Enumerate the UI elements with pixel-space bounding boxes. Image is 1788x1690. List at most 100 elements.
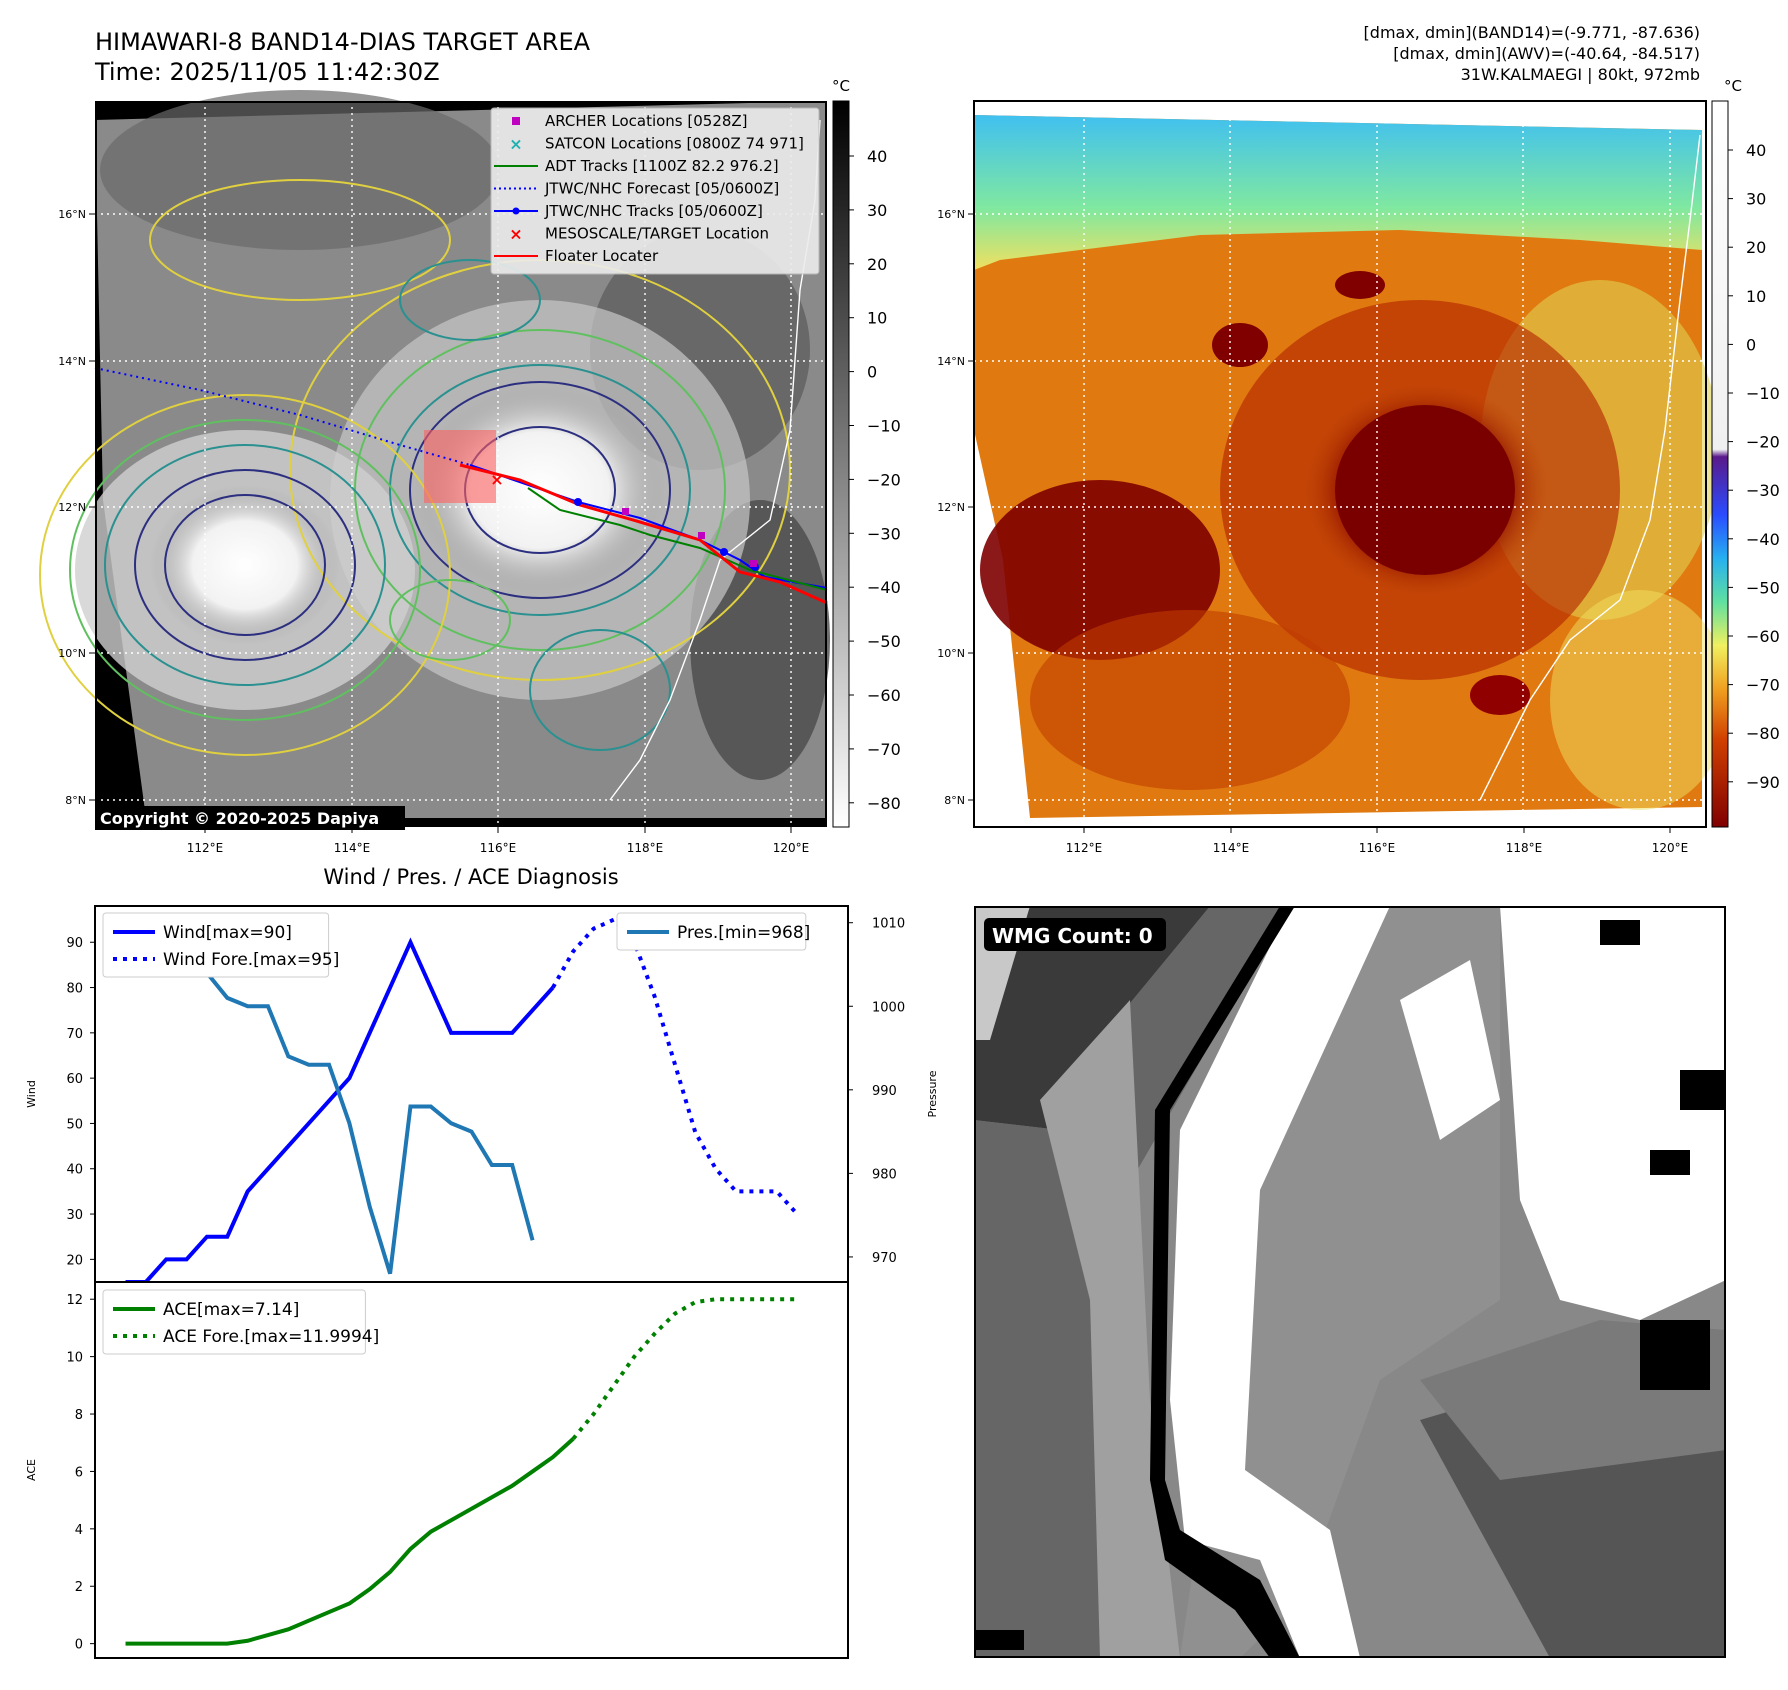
map-legend-label: MESOSCALE/TARGET Location	[545, 225, 769, 243]
colorbar-tick-label: 0	[1746, 335, 1756, 354]
adt-track	[527, 487, 828, 591]
map-legend-label: JTWC/NHC Forecast [05/0600Z]	[544, 180, 779, 198]
jtwc-track-point	[720, 548, 728, 556]
archer-location	[698, 532, 705, 539]
y-tick-label: 12	[66, 1293, 83, 1308]
map-legend: ARCHER Locations [0528Z] × SATCON Location…	[490, 107, 820, 275]
storm-info: 31W.KALMAEGI | 80kt, 972mb	[1461, 65, 1700, 84]
legend-marker-dot	[512, 207, 520, 215]
chart-legend-label: ACE Fore.[max=11.9994]	[163, 1327, 379, 1347]
y-tick-label: 2	[75, 1580, 83, 1595]
y-tick-label: 0	[75, 1638, 83, 1653]
y2-tick-label: 970	[872, 1251, 897, 1266]
lon-tick-label: 112°E	[1066, 841, 1103, 855]
chart-legend-label: Wind Fore.[max=95]	[163, 950, 339, 970]
lat-tick-label: 16°N	[58, 208, 86, 221]
lon-tick-label: 114°E	[334, 841, 371, 855]
map-legend-label: ARCHER Locations [0528Z]	[545, 112, 748, 130]
colorbar-tick-label: 20	[1746, 238, 1766, 257]
colorbar-tick-label: −70	[867, 740, 901, 759]
colorbar-tick-label: −10	[1746, 384, 1780, 403]
ir-colorbar-unit: °C	[832, 77, 850, 95]
series-line	[125, 1437, 575, 1646]
map-legend-item: ARCHER Locations [0528Z]	[512, 112, 748, 130]
y-tick-label: 40	[66, 1163, 83, 1178]
colorbar-tick-label: 30	[1746, 190, 1766, 209]
map-legend-item: × SATCON Locations [0800Z 74 971]	[509, 135, 804, 154]
lat-tick-label: 8°N	[944, 794, 965, 807]
wmg-eyewall-band	[1170, 906, 1390, 1658]
chart-legend-label: ACE[max=7.14]	[163, 1300, 299, 1320]
dmax-band14: [dmax, dmin](BAND14)=(-9.771, -87.636)	[1364, 23, 1700, 42]
colorbar-tick-label: −50	[1746, 578, 1780, 597]
lon-tick-label: 114°E	[1213, 841, 1250, 855]
lat-tick-label: 10°N	[937, 647, 965, 660]
legend-marker: ×	[509, 225, 522, 244]
lon-tick-label: 112°E	[187, 841, 224, 855]
wmg-panel: WMG Count: 0	[974, 906, 1726, 1658]
colorbar-tick-label: 40	[1746, 141, 1766, 160]
colorbar-tick-label: −20	[867, 470, 901, 489]
y-tick-label: 8	[75, 1408, 83, 1423]
archer-location	[750, 560, 757, 567]
colorbar-tick-label: −20	[1746, 433, 1780, 452]
lat-tick-label: 8°N	[65, 794, 86, 807]
lon-tick-label: 120°E	[1652, 841, 1689, 855]
y2-tick-label: 990	[872, 1084, 897, 1099]
colorbar-tick-label: −60	[1746, 627, 1780, 646]
series-line	[551, 917, 799, 1216]
lon-tick-label: 116°E	[480, 841, 517, 855]
wmg-count-label: WMG Count: 0	[992, 924, 1153, 948]
y-axis-label: ACE	[25, 1459, 38, 1481]
y-tick-label: 60	[66, 1072, 83, 1087]
map-legend-label: Floater Locater	[545, 247, 659, 265]
y2-tick-label: 1000	[872, 1000, 905, 1015]
color-colorbar: °C 40 30 20 10 0 −10 −20 −30 −40 −50 −60 −70 −80 −90	[1711, 77, 1780, 828]
y-tick-label: 10	[66, 1351, 83, 1366]
colorbar-tick-label: −80	[1746, 724, 1780, 743]
jtwc-forecast-track	[94, 367, 471, 466]
colorbar-tick-label: 10	[1746, 287, 1766, 306]
colorbar-tick-label: −90	[1746, 773, 1780, 792]
y-tick-label: 30	[66, 1208, 83, 1223]
chart-legend: Pres.[min=968]	[616, 912, 810, 951]
colorbar-tick-label: −70	[1746, 676, 1780, 695]
lon-tick-label: 118°E	[1506, 841, 1543, 855]
y2-tick-label: 1010	[872, 917, 905, 932]
colorbar-tick-label: −60	[867, 686, 901, 705]
y2-axis-label: Pressure	[926, 1070, 939, 1117]
lat-tick-label: 14°N	[937, 355, 965, 368]
legend-marker	[512, 117, 520, 125]
ir-colorbar: °C 40 30 20 10 0 −10 −20 −30 −40 −50 −60 −70 −80	[832, 77, 901, 828]
jtwc-track-point	[574, 498, 582, 506]
y-tick-label: 50	[66, 1117, 83, 1132]
lat-tick-label: 12°N	[58, 501, 86, 514]
wmg-count-box	[984, 918, 1166, 951]
colorbar-tick-label: 30	[867, 201, 887, 220]
wind-pressure-chart: 90 80 70 60 50 40 30 20 1010 1000 990 980 970 Pressur…	[25, 905, 939, 1284]
map-legend-label: JTWC/NHC Tracks [05/0600Z]	[544, 202, 763, 220]
floater-track	[459, 463, 828, 605]
colorbar-tick-label: 0	[867, 363, 877, 382]
y-tick-label: 90	[66, 936, 83, 951]
map-legend-item: JTWC/NHC Tracks [05/0600Z]	[494, 202, 763, 220]
copyright-label: Copyright © 2020-2025 Dapiya	[100, 809, 379, 828]
map-legend-item: JTWC/NHC Forecast [05/0600Z]	[494, 180, 779, 198]
lat-tick-label: 14°N	[58, 355, 86, 368]
color-colorbar-unit: °C	[1724, 77, 1742, 95]
chart-legend: Wind[max=90] Wind Fore.[max=95]	[102, 912, 339, 978]
lon-tick-label: 116°E	[1359, 841, 1396, 855]
archer-location	[622, 508, 629, 515]
colorbar-tick-label: −10	[867, 417, 901, 436]
chart-legend-label: Wind[max=90]	[163, 923, 292, 943]
y-tick-label: 6	[75, 1465, 83, 1480]
y-tick-label: 20	[66, 1253, 83, 1268]
colorbar-tick-label: −80	[867, 794, 901, 813]
figure-title: HIMAWARI-8 BAND14-DIAS TARGET AREA	[95, 28, 591, 56]
colorbar-tick-label: −40	[1746, 530, 1780, 549]
map-legend-label: ADT Tracks [1100Z 82.2 976.2]	[545, 157, 779, 175]
colorbar-tick-label: 10	[867, 309, 887, 328]
colorbar-tick-label: −30	[867, 524, 901, 543]
colorbar-tick-label: −40	[867, 578, 901, 597]
